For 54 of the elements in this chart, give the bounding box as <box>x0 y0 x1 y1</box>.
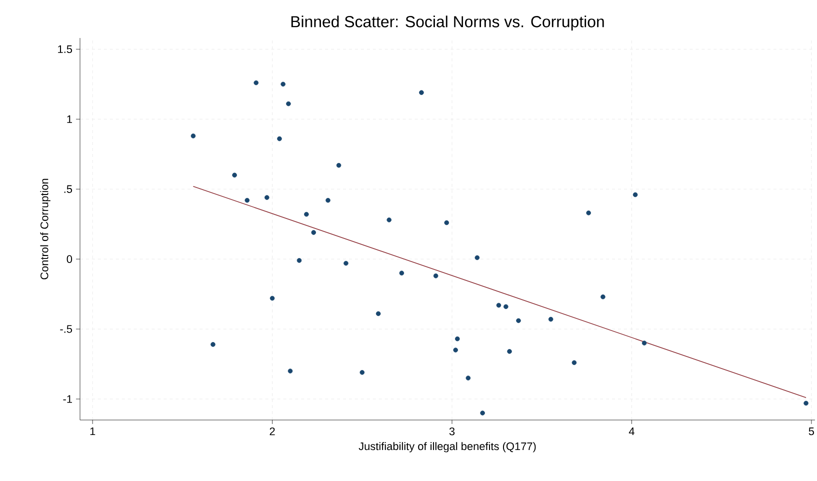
point <box>474 255 480 260</box>
point <box>642 340 647 346</box>
point <box>454 336 460 342</box>
point <box>210 342 216 347</box>
point <box>600 294 606 300</box>
point <box>277 136 282 142</box>
point <box>360 370 365 375</box>
point <box>244 198 250 203</box>
point <box>296 258 302 263</box>
point <box>280 82 286 87</box>
point <box>504 304 508 310</box>
point <box>270 296 275 301</box>
x-tick-label: 2 <box>270 428 275 436</box>
point <box>586 210 591 216</box>
point <box>288 368 293 374</box>
chart-title: Binned Scatter: Social Norms vs. Corruption <box>291 16 604 30</box>
point <box>336 162 342 168</box>
point <box>804 400 808 406</box>
point <box>190 134 196 138</box>
y-tick-label: .5 <box>64 185 72 193</box>
point <box>264 195 270 200</box>
point <box>632 192 638 198</box>
x-tick-label: 5 <box>808 428 814 436</box>
point <box>433 273 438 278</box>
x-axis-title: Justifiability of illegal benefits (Q177) <box>358 442 536 452</box>
point <box>572 360 577 366</box>
point <box>232 172 237 178</box>
point <box>419 90 424 95</box>
point <box>304 212 309 217</box>
y-tick-label: 1 <box>67 115 72 123</box>
y-tick-label: 0 <box>66 255 72 263</box>
point <box>453 348 458 352</box>
point <box>480 410 485 416</box>
y-tick-label: -.5 <box>60 325 72 333</box>
x-tick-label: 1 <box>90 428 96 436</box>
x-tick-label: 3 <box>449 428 455 436</box>
y-axis-title: Control of Corruption <box>40 178 50 280</box>
point <box>466 376 471 380</box>
point <box>516 318 521 324</box>
point <box>326 198 330 203</box>
point <box>548 316 554 322</box>
point <box>496 302 502 308</box>
point <box>507 349 512 354</box>
point <box>376 311 381 316</box>
x-tick-label: 4 <box>628 428 634 436</box>
point <box>254 80 259 86</box>
point <box>311 230 316 235</box>
y-tick-label: -1 <box>63 395 72 403</box>
point <box>286 101 291 106</box>
point <box>386 218 392 222</box>
point <box>444 220 449 226</box>
y-tick-label: 1.5 <box>58 45 72 54</box>
point <box>344 260 348 266</box>
point <box>399 270 404 276</box>
